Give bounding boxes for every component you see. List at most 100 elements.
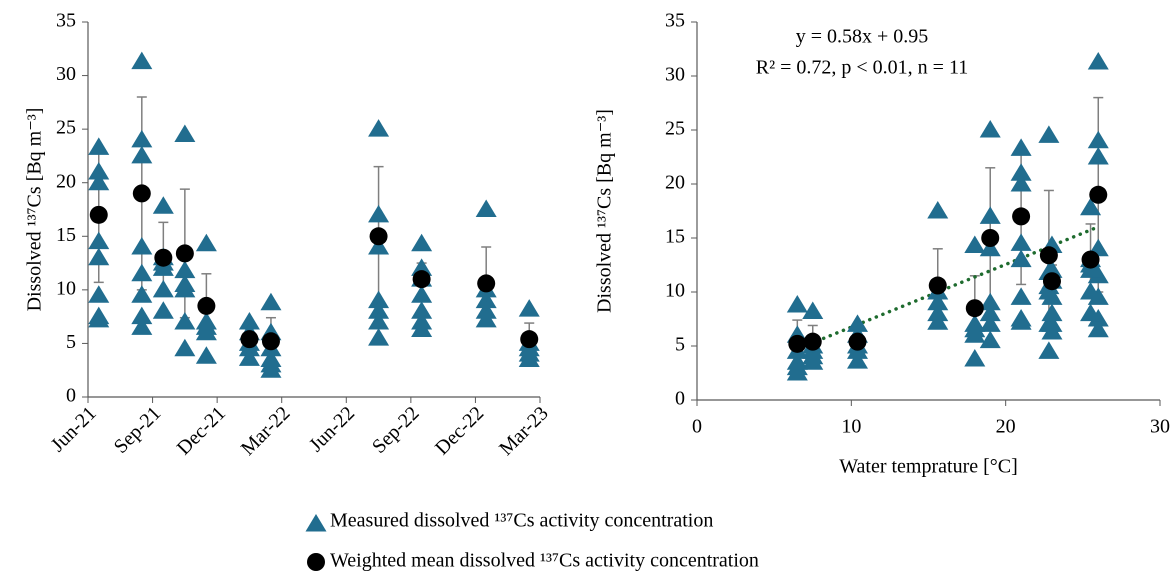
y-tick-label: 25 — [665, 118, 685, 140]
triangle-point — [368, 204, 390, 223]
x-tick-label: Dec-21 — [173, 402, 230, 459]
triangle-point — [964, 348, 986, 367]
triangle-point — [1041, 260, 1063, 278]
triangle-point — [927, 201, 949, 219]
triangle-point — [475, 309, 497, 328]
triangle-point — [1087, 130, 1109, 149]
triangle-point — [131, 129, 153, 148]
annotation: R² = 0.72, p < 0.01, n = 11 — [756, 57, 968, 79]
triangle-point — [964, 235, 986, 254]
triangle-point — [1010, 249, 1032, 268]
mean-point — [132, 184, 151, 203]
triangle-point — [411, 301, 433, 319]
triangle-point — [131, 51, 153, 70]
triangle-point — [786, 363, 808, 381]
triangle-point — [195, 322, 217, 341]
triangle-point — [475, 199, 497, 217]
triangle-point — [1041, 287, 1063, 305]
mean-point — [928, 276, 947, 295]
x-axis-label: Water temprature [°C] — [839, 456, 1018, 478]
triangle-point — [802, 301, 824, 319]
mean-point — [848, 332, 867, 351]
triangle-point — [88, 162, 110, 180]
triangle-point — [1010, 312, 1032, 330]
legend-label: Weighted mean dissolved ¹³⁷Cs activity c… — [330, 550, 759, 572]
triangle-point — [1010, 174, 1032, 192]
triangle-point — [1041, 303, 1063, 322]
triangle-point — [174, 279, 196, 298]
y-tick-label: 15 — [665, 226, 685, 248]
triangle-point — [979, 120, 1001, 138]
triangle-point — [88, 247, 110, 266]
y-tick-label: 15 — [56, 224, 76, 246]
y-tick-label: 10 — [665, 280, 685, 302]
triangle-point — [1041, 321, 1063, 340]
triangle-point — [88, 309, 110, 328]
x-tick-label: Mar-23 — [495, 402, 553, 460]
triangle-point — [88, 285, 110, 303]
legend-label: Measured dissolved ¹³⁷Cs activity concen… — [330, 510, 713, 532]
triangle-point — [927, 312, 949, 330]
triangle-point — [174, 260, 196, 279]
triangle-point — [131, 237, 153, 255]
mean-point — [965, 299, 984, 318]
triangle-point — [1080, 282, 1102, 300]
triangle-point — [979, 314, 1001, 332]
triangle-point — [964, 325, 986, 343]
y-tick-label: 35 — [665, 10, 685, 32]
y-tick-label: 20 — [56, 170, 76, 192]
x-tick-label: Mar-22 — [237, 402, 295, 460]
mean-point — [369, 227, 388, 246]
y-axis-label: Dissolved ¹³⁷Cs [Bq m⁻³] — [594, 109, 616, 313]
triangle-point — [1010, 287, 1032, 305]
triangle-point — [195, 346, 217, 364]
mean-point — [261, 332, 280, 351]
triangle-point — [131, 285, 153, 303]
x-tick-label: Jun-22 — [305, 402, 359, 456]
triangle-point — [152, 258, 174, 276]
triangle-point — [88, 231, 110, 250]
y-tick-label: 20 — [665, 172, 685, 194]
triangle-point — [152, 279, 174, 298]
triangle-point — [238, 348, 260, 366]
triangle-point — [1080, 197, 1102, 216]
triangle-point — [368, 328, 390, 346]
mean-point — [154, 248, 173, 267]
chart-panel: 0 5 10 15 20 25 30 35 Jun-21 Sep-21 Dec-21 Mar-22 Ju… — [24, 10, 553, 460]
y-tick-label: 0 — [675, 388, 685, 410]
triangle-point — [1080, 260, 1102, 278]
mean-point — [197, 296, 216, 315]
triangle-point — [368, 290, 390, 309]
triangle-point — [368, 119, 390, 137]
mean-point — [175, 244, 194, 263]
mean-point — [1042, 272, 1061, 291]
triangle-point — [411, 258, 433, 276]
triangle-point — [475, 290, 497, 309]
y-axis-label: Dissolved ¹³⁷Cs [Bq m⁻³] — [24, 108, 46, 312]
chart-panel: 0 5 10 15 20 25 30 35 0 10 20 30 Dissolved ¹³⁷Cs [Bq… — [594, 10, 1170, 478]
triangle-point — [518, 299, 540, 317]
mean-point — [981, 229, 1000, 247]
triangle-point — [368, 312, 390, 330]
triangle-point — [1087, 319, 1109, 338]
triangle-point — [238, 312, 260, 330]
triangle-point — [1038, 125, 1060, 143]
triangle-point — [152, 196, 174, 214]
mean-point — [89, 205, 108, 224]
triangle-point — [1010, 163, 1032, 181]
triangle-point — [1087, 147, 1109, 165]
triangle-point — [131, 306, 153, 325]
triangle-point — [131, 317, 153, 335]
mean-point — [788, 334, 807, 353]
mean-point — [240, 330, 259, 349]
triangle-point — [152, 301, 174, 319]
y-tick-label: 30 — [665, 64, 685, 86]
triangle-point — [786, 294, 808, 313]
triangle-point — [195, 233, 217, 252]
triangle-point — [88, 172, 110, 191]
x-tick-label: Sep-21 — [110, 402, 166, 458]
triangle-point — [260, 360, 282, 378]
triangle-point — [174, 312, 196, 330]
mean-point — [1039, 246, 1058, 265]
